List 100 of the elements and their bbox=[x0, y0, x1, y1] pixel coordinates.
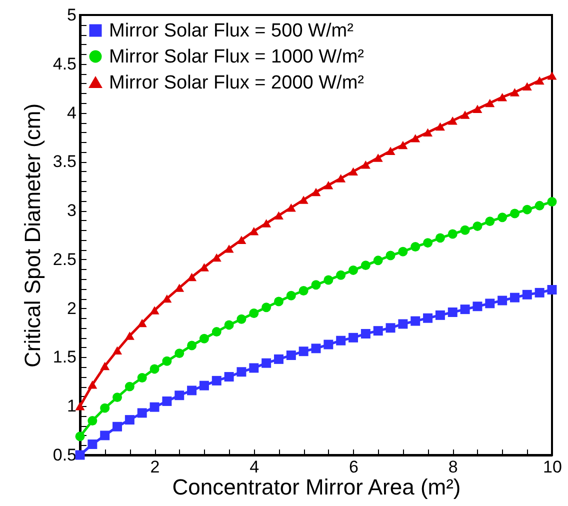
point bbox=[162, 294, 172, 303]
point bbox=[274, 211, 284, 220]
point bbox=[298, 286, 308, 296]
point bbox=[336, 270, 346, 280]
point bbox=[174, 284, 184, 292]
y-tick-label: 4 bbox=[67, 103, 76, 122]
point bbox=[286, 290, 296, 300]
point bbox=[286, 204, 296, 212]
point bbox=[485, 298, 495, 308]
point bbox=[522, 82, 532, 90]
point bbox=[360, 260, 370, 270]
x-tick-label: 8 bbox=[448, 458, 458, 476]
point bbox=[373, 326, 383, 336]
point bbox=[274, 354, 284, 364]
point bbox=[212, 327, 222, 337]
y-tick-label: 4.5 bbox=[52, 54, 76, 74]
y-tick-label: 5 bbox=[67, 6, 76, 24]
legend-label: Mirror Solar Flux = 1000 W/m² bbox=[109, 46, 364, 68]
point bbox=[448, 229, 458, 239]
point bbox=[298, 346, 308, 356]
x-tick-label: 10 bbox=[543, 458, 562, 476]
point bbox=[137, 408, 147, 418]
point bbox=[224, 372, 234, 382]
legend-label: Mirror Solar Flux = 500 W/m² bbox=[109, 20, 354, 42]
point bbox=[162, 396, 172, 406]
point bbox=[212, 253, 222, 262]
x-tick-label: 4 bbox=[250, 458, 260, 476]
point bbox=[324, 181, 334, 190]
point bbox=[472, 302, 482, 312]
point bbox=[386, 146, 396, 156]
point bbox=[112, 346, 122, 354]
point bbox=[373, 154, 383, 162]
legend-label: Mirror Solar Flux = 2000 W/m² bbox=[109, 72, 364, 94]
point bbox=[75, 450, 85, 460]
point bbox=[373, 256, 383, 266]
point bbox=[262, 358, 272, 368]
y-tick-label: 3 bbox=[67, 201, 76, 220]
point bbox=[236, 314, 246, 324]
y-tick-label: 1 bbox=[67, 396, 76, 416]
point bbox=[199, 334, 209, 344]
point bbox=[187, 340, 197, 350]
point bbox=[112, 392, 122, 402]
point bbox=[100, 430, 110, 440]
point bbox=[150, 364, 160, 374]
point bbox=[187, 386, 197, 396]
y-tick-label: 3.5 bbox=[52, 152, 76, 172]
point bbox=[212, 376, 222, 386]
point bbox=[124, 382, 134, 392]
point bbox=[274, 296, 284, 306]
point bbox=[423, 313, 433, 323]
point bbox=[100, 362, 110, 370]
point bbox=[386, 250, 396, 260]
point bbox=[236, 367, 246, 377]
point bbox=[324, 340, 334, 350]
point bbox=[522, 204, 532, 214]
point bbox=[485, 216, 495, 226]
point bbox=[298, 196, 308, 204]
point bbox=[472, 221, 482, 231]
point bbox=[498, 212, 508, 222]
point bbox=[398, 246, 408, 256]
point bbox=[124, 415, 134, 425]
point bbox=[311, 280, 321, 290]
point bbox=[249, 226, 259, 236]
point bbox=[137, 318, 147, 328]
point bbox=[410, 134, 420, 142]
point bbox=[547, 72, 557, 80]
point bbox=[448, 308, 458, 317]
point bbox=[348, 167, 358, 176]
point bbox=[324, 275, 334, 285]
point bbox=[311, 344, 321, 354]
point bbox=[460, 304, 470, 314]
point bbox=[423, 128, 433, 136]
point bbox=[348, 332, 358, 342]
point bbox=[249, 363, 259, 373]
x-axis-title: Concentrator Mirror Area (m²) bbox=[172, 474, 461, 500]
point bbox=[534, 76, 544, 85]
point bbox=[510, 88, 520, 96]
point bbox=[336, 174, 346, 182]
point bbox=[534, 200, 544, 210]
point bbox=[460, 110, 470, 119]
point bbox=[336, 336, 346, 346]
point bbox=[88, 440, 98, 449]
point bbox=[498, 93, 508, 102]
point bbox=[150, 402, 160, 412]
point bbox=[534, 288, 544, 298]
point bbox=[435, 310, 445, 320]
point bbox=[150, 306, 160, 314]
point bbox=[75, 432, 85, 442]
point bbox=[88, 416, 98, 426]
y-tick-label: 2.5 bbox=[52, 250, 76, 269]
point bbox=[498, 296, 508, 306]
point bbox=[547, 285, 557, 294]
point bbox=[410, 316, 420, 326]
point bbox=[410, 242, 420, 252]
point bbox=[311, 188, 321, 196]
point bbox=[262, 302, 272, 312]
x-tick-label: 6 bbox=[349, 458, 358, 476]
point bbox=[112, 422, 122, 432]
point bbox=[448, 116, 458, 125]
point bbox=[510, 208, 520, 218]
